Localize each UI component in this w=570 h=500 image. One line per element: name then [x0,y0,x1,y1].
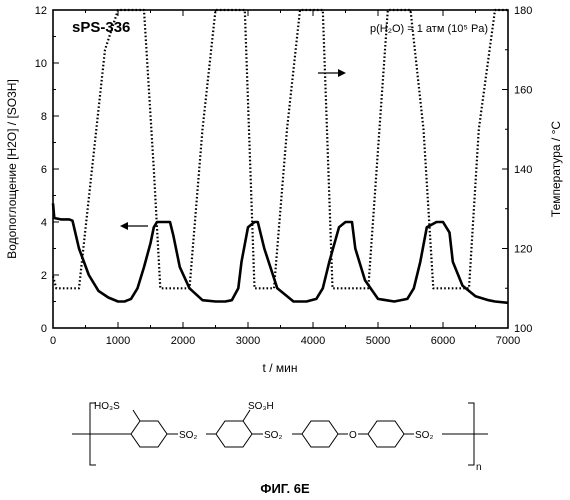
y-left-tick-label: 10 [35,58,47,70]
chem-label-so3h-left: HO₃S [94,401,120,412]
y-right-tick-label: 100 [514,323,532,335]
x-tick-label: 5000 [366,335,390,347]
x-axis-label: t / мин [263,361,298,375]
water-uptake-series-line [53,203,508,302]
y-right-tick-label: 140 [514,164,532,176]
x-tick-label: 3000 [236,335,260,347]
y-right-tick-label: 120 [514,244,532,256]
benzene-ring-2 [216,421,252,447]
chem-label-n: n [476,462,482,473]
x-tick-label: 7000 [496,335,520,347]
chem-label-so2-1: SO₂ [179,430,197,441]
x-tick-label: 2000 [171,335,195,347]
benzene-ring-3 [302,421,338,447]
y-left-tick-label: 12 [35,5,47,17]
temperature-series-line [53,10,508,288]
chart-title: sPS-336 [72,19,130,36]
y-left-tick-label: 0 [41,323,47,335]
y-left-tick-label: 2 [41,270,47,282]
figure-caption: ФИГ. 6E [260,481,310,496]
y-axis-right-label: Температура / °C [549,121,563,217]
y-left-tick-label: 4 [41,217,47,229]
x-tick-label: 0 [50,335,56,347]
y-right-tick-label: 180 [514,5,532,17]
x-tick-label: 1000 [106,335,130,347]
arrow-right-temperature [318,69,346,77]
x-tick-label: 6000 [431,335,455,347]
plot-frame [53,10,508,328]
y-right-tick-label: 160 [514,85,532,97]
chem-label-so2-3: SO₂ [415,430,433,441]
chem-label-so2-2: SO₂ [264,430,282,441]
chem-label-so3h-right: SO₃H [248,401,274,412]
y-axis-left-label: Водопоглощение [H2O] / [SO3H] [5,79,19,259]
benzene-ring-4 [368,421,404,447]
arrow-left-water-uptake [120,222,148,230]
y-left-tick-label: 6 [41,164,47,176]
x-tick-label: 4000 [301,335,325,347]
pressure-annotation: p(H₂O) = 1 атм (10⁵ Pa) [370,23,488,35]
benzene-ring-1 [131,421,167,447]
chem-label-oxygen: O [349,430,357,441]
y-left-tick-label: 8 [41,111,47,123]
